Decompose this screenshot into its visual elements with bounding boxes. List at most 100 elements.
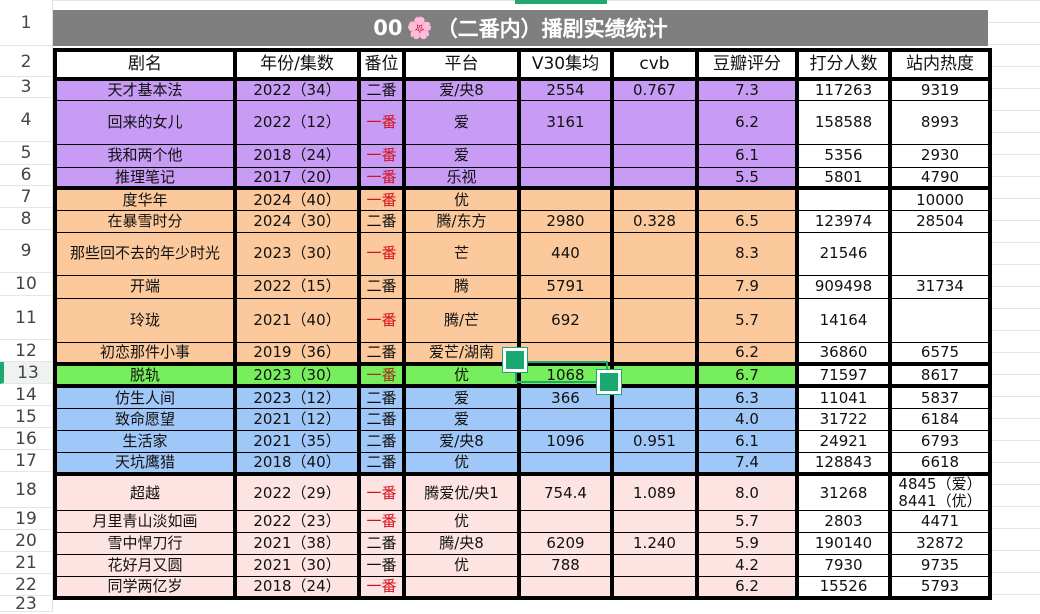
cell-billing[interactable]: 二番 — [357, 451, 405, 475]
cell-rating-count[interactable]: 31722 — [795, 407, 891, 431]
cell-platform[interactable]: 爱 — [402, 407, 520, 431]
cell-year-episodes[interactable]: 2018（24） — [233, 143, 360, 168]
cell-drama-name[interactable]: 超越 — [54, 472, 236, 511]
cell-rating-count[interactable]: 2803 — [795, 509, 891, 533]
cell-cvb[interactable] — [610, 231, 698, 276]
cell-site-heat[interactable]: 9735 — [888, 553, 991, 577]
cell-douban-score[interactable]: 7.4 — [695, 451, 798, 475]
header-year-episodes[interactable]: 年份/集数 — [233, 49, 360, 81]
cell-cvb[interactable] — [610, 451, 698, 475]
cell-platform[interactable]: 优 — [402, 451, 520, 475]
row-number[interactable]: 17 — [0, 450, 52, 472]
cell-rating-count[interactable]: 36860 — [795, 341, 891, 365]
row-number[interactable]: 9 — [0, 230, 52, 273]
cell-rating-count[interactable]: 117263 — [795, 78, 891, 101]
cell-billing[interactable]: 二番 — [357, 429, 405, 453]
row-number[interactable]: 13 — [0, 362, 52, 384]
cell-platform[interactable]: 爱 — [402, 99, 520, 145]
cell-site-heat[interactable]: 6184 — [888, 407, 991, 431]
cell-year-episodes[interactable]: 2021（35） — [233, 429, 360, 453]
cell-v30-avg[interactable]: 2554 — [517, 78, 613, 101]
cell-cvb[interactable] — [610, 297, 698, 343]
cell-year-episodes[interactable]: 2021（40） — [233, 297, 360, 343]
cell-billing[interactable]: 二番 — [357, 407, 405, 431]
header-billing[interactable]: 番位 — [357, 49, 405, 81]
cell-year-episodes[interactable]: 2022（15） — [233, 274, 360, 299]
cell-billing[interactable]: 二番 — [357, 341, 405, 365]
cell-site-heat[interactable]: 6618 — [888, 451, 991, 475]
cell-drama-name[interactable]: 致命愿望 — [54, 407, 236, 431]
cell-billing[interactable]: 二番 — [357, 209, 405, 233]
cell-site-heat[interactable]: 4471 — [888, 509, 991, 533]
header-rating-count[interactable]: 打分人数 — [795, 49, 891, 81]
cell-platform[interactable]: 乐视 — [402, 166, 520, 189]
cell-douban-score[interactable]: 6.1 — [695, 143, 798, 168]
cell-year-episodes[interactable]: 2023（12） — [233, 384, 360, 409]
cell-drama-name[interactable]: 生活家 — [54, 429, 236, 453]
cell-rating-count[interactable] — [795, 186, 891, 211]
cell-drama-name[interactable]: 天才基本法 — [54, 78, 236, 101]
cell-rating-count[interactable]: 11041 — [795, 384, 891, 409]
cell-year-episodes[interactable]: 2022（23） — [233, 509, 360, 533]
row-number[interactable]: 7 — [0, 186, 52, 208]
cell-platform[interactable]: 爱芒/湖南 — [402, 341, 520, 365]
header-v30-avg[interactable]: V30集均 — [517, 49, 613, 81]
cell-year-episodes[interactable]: 2023（30） — [233, 231, 360, 276]
cell-drama-name[interactable]: 天坑鹰猎 — [54, 451, 236, 475]
cell-platform[interactable]: 腾爱优/央1 — [402, 472, 520, 511]
row-number[interactable]: 2 — [0, 48, 52, 77]
cell-site-heat[interactable]: 31734 — [888, 274, 991, 299]
cell-v30-avg[interactable]: 788 — [517, 553, 613, 577]
row-number[interactable]: 8 — [0, 208, 52, 230]
cell-rating-count[interactable]: 7930 — [795, 553, 891, 577]
cell-cvb[interactable] — [610, 186, 698, 211]
cell-cvb[interactable]: 0.328 — [610, 209, 698, 233]
cell-douban-score[interactable]: 5.9 — [695, 531, 798, 555]
cell-platform[interactable] — [402, 575, 520, 599]
cell-v30-avg[interactable] — [517, 341, 613, 365]
cell-site-heat[interactable]: 10000 — [888, 186, 991, 211]
cell-year-episodes[interactable]: 2022（12） — [233, 99, 360, 145]
cell-drama-name[interactable]: 在暴雪时分 — [54, 209, 236, 233]
cell-drama-name[interactable]: 初恋那件小事 — [54, 341, 236, 365]
cell-year-episodes[interactable]: 2024（30） — [233, 209, 360, 233]
cell-drama-name[interactable]: 那些回不去的年少时光 — [54, 231, 236, 276]
cell-billing[interactable]: 二番 — [357, 274, 405, 299]
cell-drama-name[interactable]: 脱轨 — [54, 362, 236, 387]
cell-douban-score[interactable]: 6.2 — [695, 341, 798, 365]
cell-rating-count[interactable]: 15526 — [795, 575, 891, 599]
cell-douban-score[interactable]: 6.2 — [695, 575, 798, 599]
row-number[interactable]: 19 — [0, 508, 52, 530]
cell-year-episodes[interactable]: 2022（29） — [233, 472, 360, 511]
header-douban-score[interactable]: 豆瓣评分 — [695, 49, 798, 81]
cell-drama-name[interactable]: 雪中悍刀行 — [54, 531, 236, 555]
cell-rating-count[interactable]: 31268 — [795, 472, 891, 511]
cell-platform[interactable]: 爱 — [402, 143, 520, 168]
cell-billing[interactable]: 一番 — [357, 362, 405, 387]
cell-drama-name[interactable]: 同学两亿岁 — [54, 575, 236, 599]
cell-site-heat[interactable]: 32872 — [888, 531, 991, 555]
cell-billing[interactable]: 二番 — [357, 78, 405, 101]
cell-cvb[interactable] — [610, 274, 698, 299]
cell-cvb[interactable]: 1.240 — [610, 531, 698, 555]
cell-billing[interactable]: 一番 — [357, 166, 405, 189]
row-number[interactable]: 16 — [0, 428, 52, 450]
cell-site-heat[interactable]: 5837 — [888, 384, 991, 409]
cell-rating-count[interactable]: 123974 — [795, 209, 891, 233]
cell-site-heat[interactable]: 28504 — [888, 209, 991, 233]
cell-douban-score[interactable]: 7.3 — [695, 78, 798, 101]
cell-douban-score[interactable]: 5.7 — [695, 297, 798, 343]
cell-site-heat[interactable] — [888, 231, 991, 276]
cell-v30-avg[interactable] — [517, 575, 613, 599]
cell-platform[interactable]: 腾/东方 — [402, 209, 520, 233]
cell-drama-name[interactable]: 月里青山淡如画 — [54, 509, 236, 533]
cell-v30-avg[interactable] — [517, 166, 613, 189]
cell-cvb[interactable] — [610, 575, 698, 599]
cell-selection[interactable] — [515, 361, 608, 383]
header-drama-name[interactable]: 剧名 — [54, 49, 236, 81]
cell-rating-count[interactable]: 21546 — [795, 231, 891, 276]
cell-douban-score[interactable]: 8.3 — [695, 231, 798, 276]
cell-billing[interactable]: 二番 — [357, 384, 405, 409]
cell-cvb[interactable] — [610, 99, 698, 145]
cell-platform[interactable]: 爱 — [402, 384, 520, 409]
